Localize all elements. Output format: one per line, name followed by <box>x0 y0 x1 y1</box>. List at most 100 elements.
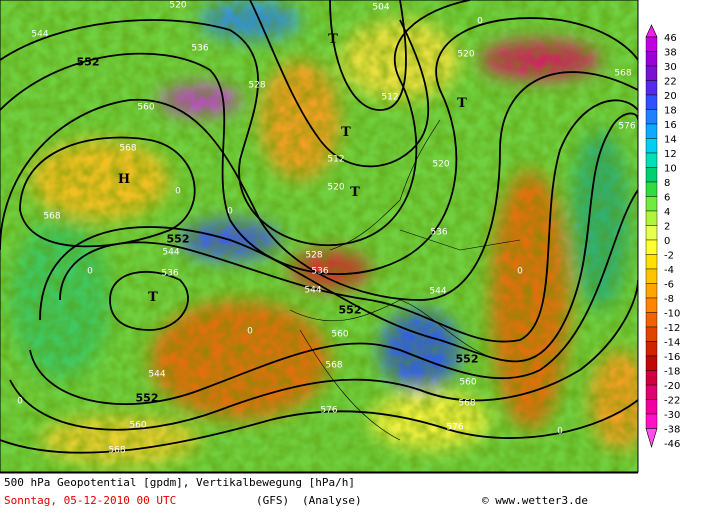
contour-label: 568 <box>119 144 136 154</box>
colorbar-label: 4 <box>664 207 670 218</box>
colorbar-label: 46 <box>664 33 677 44</box>
contour-label: 0 <box>227 207 233 217</box>
colorbar-cell <box>645 225 658 241</box>
contour-label: 528 <box>248 81 265 91</box>
colorbar-label: 12 <box>664 149 677 160</box>
contour-label: 536 <box>161 269 178 279</box>
colorbar-cell <box>645 65 658 81</box>
colorbar-cell <box>645 297 658 313</box>
contour-label: 536 <box>430 228 447 238</box>
colorbar-cell <box>645 312 658 328</box>
contour-label: 560 <box>331 330 348 340</box>
colorbar-label: -2 <box>664 251 674 262</box>
contour-label: 576 <box>618 122 635 132</box>
colorbar-arrow <box>645 24 658 38</box>
contour-label: 512 <box>327 155 344 165</box>
contour-label: 520 <box>327 183 344 193</box>
colorbar-cell <box>645 413 658 429</box>
contour-label: 544 <box>31 30 48 40</box>
colorbar-label: -4 <box>664 265 674 276</box>
colorbar-label: -38 <box>664 425 680 436</box>
contour-label: 568 <box>108 446 125 456</box>
contour-label: 568 <box>43 212 60 222</box>
contour-label: 520 <box>169 1 186 11</box>
colorbar-label: -22 <box>664 396 680 407</box>
colorbar-label: 10 <box>664 164 677 175</box>
contour-label: 544 <box>148 370 165 380</box>
colorbar-cell <box>645 109 658 125</box>
contour-label: 568 <box>458 399 475 409</box>
contour-label: 552 <box>167 233 190 246</box>
pressure-marker: T <box>328 32 338 47</box>
contour-label: 536 <box>311 267 328 277</box>
colorbar-label: -46 <box>664 439 680 450</box>
contour-label: 552 <box>136 392 159 405</box>
contour-label: 544 <box>162 248 179 258</box>
contour-label: 544 <box>429 287 446 297</box>
contour-label: 0 <box>557 427 563 437</box>
colorbar-cell <box>645 268 658 284</box>
colorbar: 4638302220181614121086420-2-4-6-8-10-12-… <box>645 24 680 450</box>
colorbar-label: 38 <box>664 48 677 59</box>
contour-label: 0 <box>247 327 253 337</box>
colorbar-cell <box>645 181 658 197</box>
colorbar-cell <box>645 36 658 52</box>
footer-date: Sonntag, 05-12-2010 00 UTC <box>4 494 176 507</box>
contour-label: 0 <box>517 267 523 277</box>
contour-label: 528 <box>305 251 322 261</box>
colorbar-cell <box>645 80 658 96</box>
pressure-marker: T <box>341 125 351 140</box>
contour-label: 552 <box>77 56 100 69</box>
colorbar-cell <box>645 167 658 183</box>
map-field <box>0 0 638 472</box>
coastlines <box>289 119 521 441</box>
colorbar-label: 0 <box>664 236 670 247</box>
colorbar-label: 20 <box>664 91 677 102</box>
contour-label: 544 <box>304 286 321 296</box>
footer-model: (GFS) <box>256 494 289 507</box>
contour-label: 576 <box>446 423 463 433</box>
colorbar-label: -20 <box>664 381 680 392</box>
colorbar-cell <box>645 51 658 67</box>
pressure-marker: T <box>148 290 158 305</box>
pressure-marker: T <box>457 96 467 111</box>
colorbar-cell <box>645 94 658 110</box>
colorbar-label: -6 <box>664 280 674 291</box>
colorbar-cell <box>645 138 658 154</box>
contour-label: 512 <box>381 93 398 103</box>
footer-run: (Analyse) <box>302 494 362 507</box>
colorbar-arrow <box>645 428 658 449</box>
contour-label: 504 <box>372 3 389 13</box>
contour-label: 520 <box>432 160 449 170</box>
colorbar-cell <box>645 341 658 357</box>
contour-label: 568 <box>325 361 342 371</box>
colorbar-label: 6 <box>664 193 670 204</box>
colorbar-label: 2 <box>664 222 670 233</box>
colorbar-cell <box>645 384 658 400</box>
colorbar-cell <box>645 370 658 386</box>
colorbar-label: 16 <box>664 120 677 131</box>
colorbar-cell <box>645 399 658 415</box>
pressure-marker: H <box>118 172 130 187</box>
contour-label: 0 <box>477 17 483 27</box>
colorbar-cell <box>645 355 658 371</box>
contour-label: 560 <box>137 103 154 113</box>
contour-label: 552 <box>456 353 479 366</box>
colorbar-label: -14 <box>664 338 680 349</box>
colorbar-cell <box>645 210 658 226</box>
colorbar-label: -18 <box>664 367 680 378</box>
contour-label: 536 <box>191 44 208 54</box>
contour-label: 560 <box>459 378 476 388</box>
footer-credit: © www.wetter3.de <box>482 494 588 507</box>
colorbar-cell <box>645 254 658 270</box>
contour-labels: 544 552 536 528 560 568 568 552 544 536 528 536 544 5… <box>17 1 636 456</box>
contours <box>0 0 638 454</box>
colorbar-label: 30 <box>664 62 677 73</box>
colorbar-cell <box>645 152 658 168</box>
contour-label: 576 <box>320 406 337 416</box>
colorbar-label: 8 <box>664 178 670 189</box>
contour-label: 568 <box>614 69 631 79</box>
map-frame <box>0 0 639 473</box>
contour-label: 520 <box>457 50 474 60</box>
